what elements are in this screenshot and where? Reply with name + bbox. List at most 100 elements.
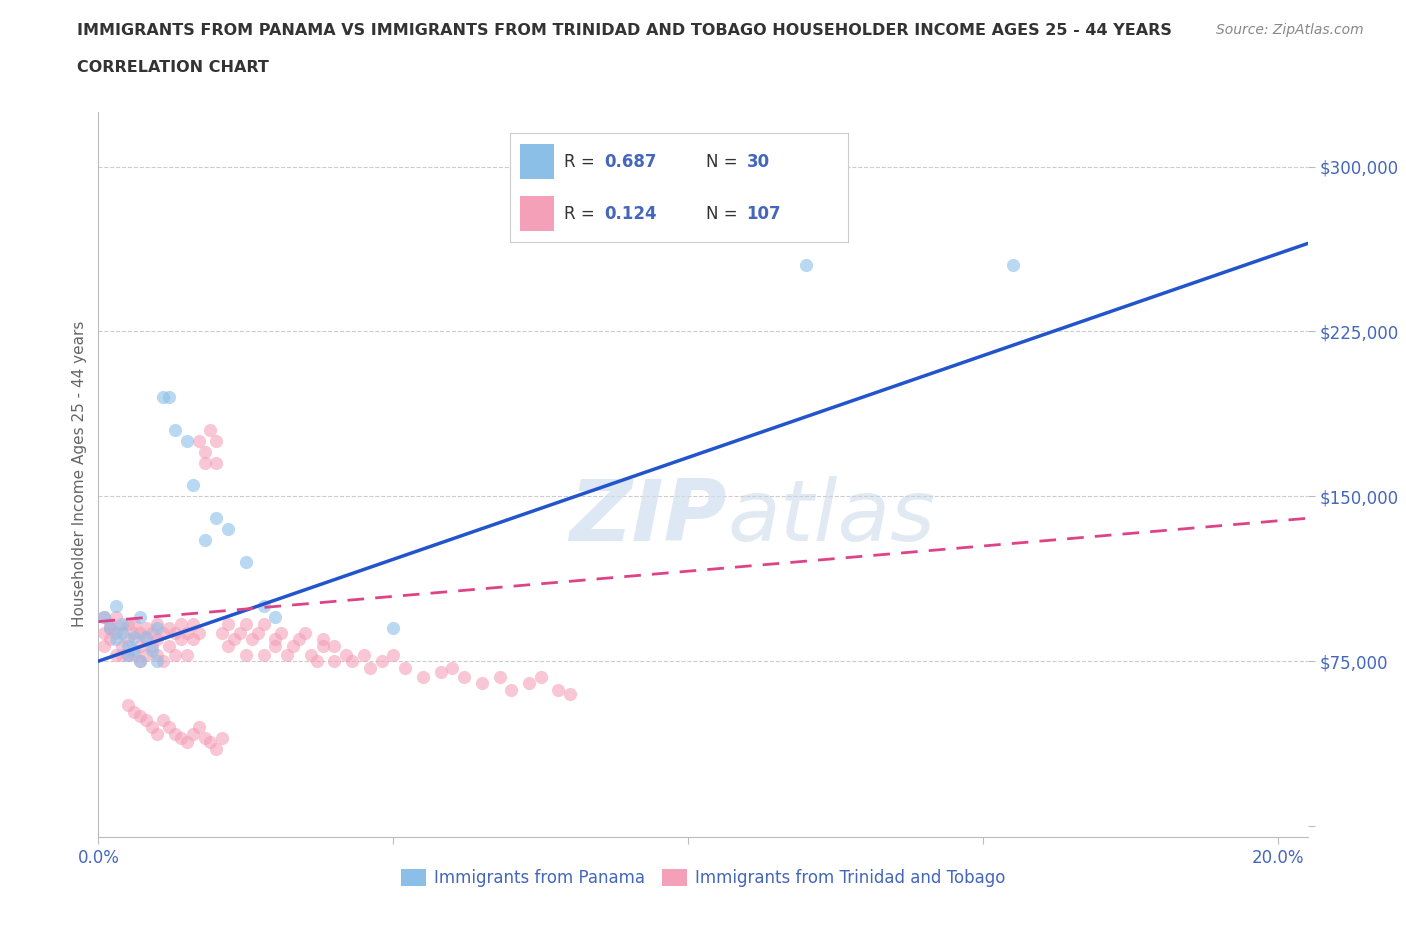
- Point: [270, 625, 292, 640]
- Point: [453, 669, 475, 684]
- Point: [146, 726, 169, 741]
- Point: [152, 713, 174, 728]
- Point: [157, 620, 180, 635]
- Point: [152, 654, 174, 669]
- Point: [200, 735, 222, 750]
- Point: [229, 625, 252, 640]
- Point: [205, 456, 228, 471]
- Point: [311, 631, 333, 646]
- Point: [170, 731, 193, 746]
- Point: [560, 686, 582, 701]
- Point: [294, 625, 316, 640]
- Point: [181, 478, 204, 493]
- Point: [217, 638, 239, 653]
- Point: [264, 610, 287, 625]
- Point: [141, 625, 163, 640]
- Point: [128, 625, 150, 640]
- Point: [152, 390, 174, 405]
- Point: [146, 617, 169, 631]
- Point: [117, 638, 139, 653]
- Point: [323, 654, 346, 669]
- Point: [441, 660, 464, 675]
- Point: [98, 617, 121, 631]
- Point: [517, 676, 540, 691]
- Point: [146, 647, 169, 662]
- Point: [122, 617, 145, 631]
- Point: [264, 631, 287, 646]
- Point: [794, 258, 817, 272]
- Point: [501, 683, 523, 698]
- Text: ZIP: ZIP: [569, 476, 727, 559]
- Point: [235, 555, 257, 570]
- Point: [117, 698, 139, 712]
- Point: [122, 625, 145, 640]
- Point: [311, 638, 333, 653]
- Point: [176, 625, 198, 640]
- Point: [157, 390, 180, 405]
- Point: [98, 620, 121, 635]
- Point: [111, 647, 134, 662]
- Point: [353, 647, 375, 662]
- Point: [111, 625, 134, 640]
- Point: [252, 599, 274, 614]
- Point: [181, 617, 204, 631]
- Point: [235, 647, 257, 662]
- Point: [105, 625, 128, 640]
- Point: [122, 630, 145, 644]
- Point: [146, 631, 169, 646]
- Point: [111, 638, 134, 653]
- Point: [122, 704, 145, 719]
- Point: [170, 631, 193, 646]
- Point: [547, 683, 569, 698]
- Point: [488, 669, 510, 684]
- Point: [217, 522, 239, 537]
- Point: [135, 620, 157, 635]
- Point: [141, 643, 163, 658]
- Point: [176, 735, 198, 750]
- Point: [340, 654, 363, 669]
- Point: [170, 617, 193, 631]
- Point: [205, 434, 228, 449]
- Point: [281, 638, 304, 653]
- Point: [471, 676, 494, 691]
- Point: [299, 647, 322, 662]
- Point: [382, 620, 405, 635]
- Point: [165, 647, 187, 662]
- Point: [222, 631, 245, 646]
- Text: Source: ZipAtlas.com: Source: ZipAtlas.com: [1216, 23, 1364, 37]
- Point: [146, 654, 169, 669]
- Point: [122, 643, 145, 658]
- Point: [135, 631, 157, 646]
- Point: [117, 631, 139, 646]
- Point: [305, 654, 328, 669]
- Point: [111, 617, 134, 631]
- Point: [141, 720, 163, 735]
- Point: [370, 654, 392, 669]
- Point: [194, 445, 217, 459]
- Point: [165, 625, 187, 640]
- Point: [128, 654, 150, 669]
- Point: [276, 647, 298, 662]
- Point: [211, 731, 233, 746]
- Y-axis label: Householder Income Ages 25 - 44 years: Householder Income Ages 25 - 44 years: [72, 321, 87, 628]
- Point: [128, 638, 150, 653]
- Point: [252, 617, 274, 631]
- Point: [105, 610, 128, 625]
- Point: [135, 713, 157, 728]
- Point: [135, 630, 157, 644]
- Point: [194, 456, 217, 471]
- Point: [412, 669, 434, 684]
- Point: [157, 720, 180, 735]
- Point: [429, 665, 451, 680]
- Point: [111, 620, 134, 635]
- Point: [105, 599, 128, 614]
- Point: [187, 720, 209, 735]
- Point: [105, 631, 128, 646]
- Point: [1001, 258, 1024, 272]
- Point: [394, 660, 416, 675]
- Point: [264, 638, 287, 653]
- Point: [205, 741, 228, 756]
- Point: [335, 647, 357, 662]
- Point: [128, 610, 150, 625]
- Point: [117, 617, 139, 631]
